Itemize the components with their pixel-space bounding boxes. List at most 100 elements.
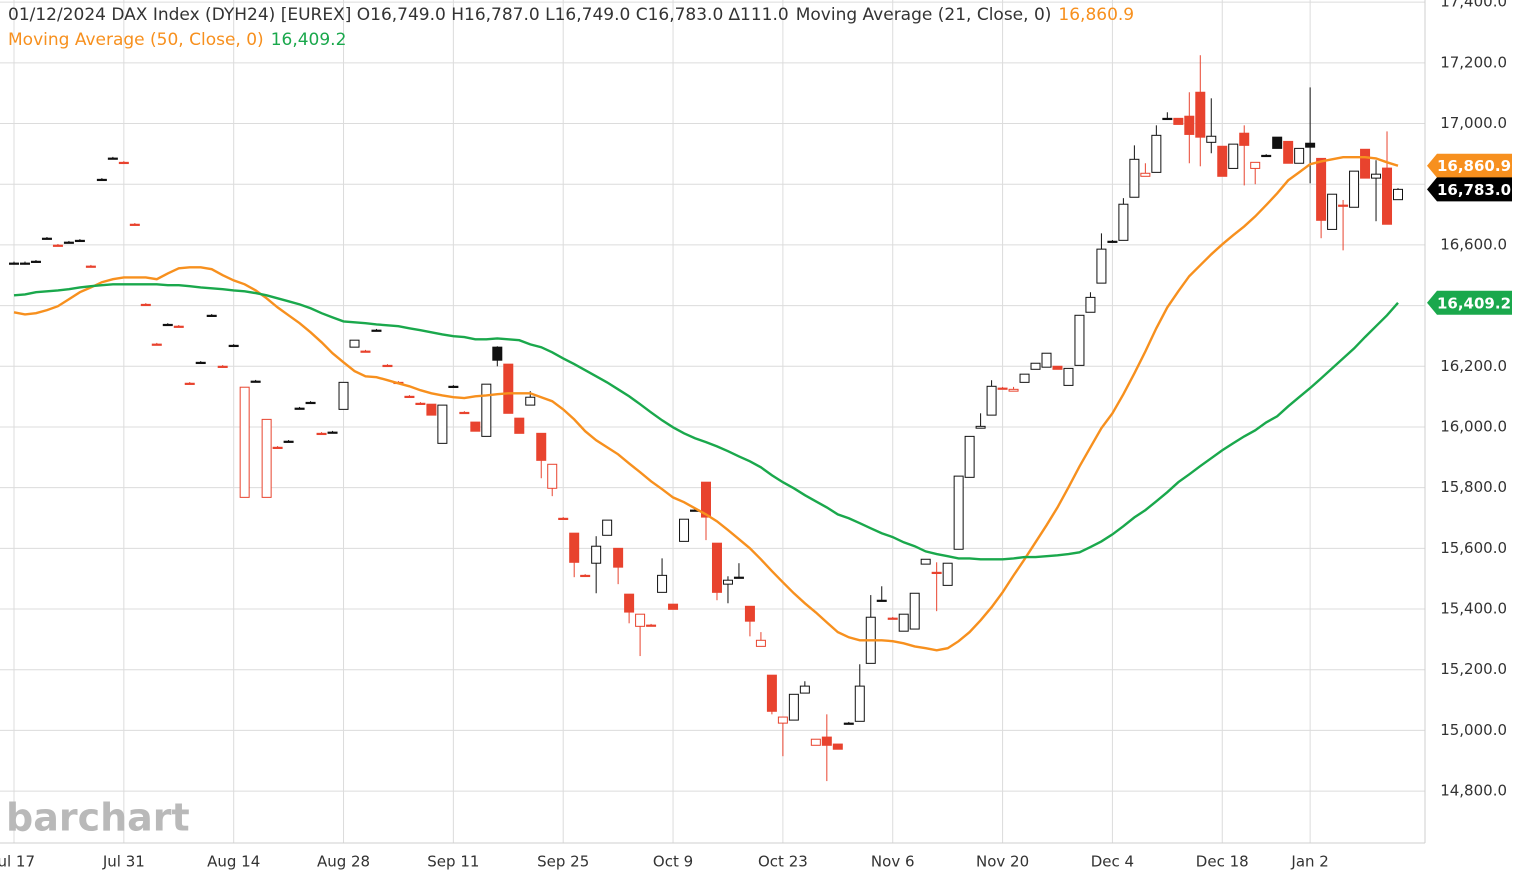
candle-body	[228, 344, 239, 348]
x-tick-label: Sep 11	[427, 853, 479, 871]
candle-body	[1349, 170, 1360, 208]
candle-body	[898, 613, 909, 632]
candle-body	[635, 613, 646, 627]
candle-body	[1327, 193, 1338, 230]
y-tick-label: 15,800.0	[1440, 478, 1507, 496]
candle-body	[1107, 240, 1118, 243]
candle-body	[206, 314, 217, 317]
price-badge-label: 16,409.2	[1437, 294, 1511, 312]
candle-body	[415, 402, 426, 405]
legend-name: Moving Average (50, Close, 0)	[8, 30, 264, 50]
candle-body	[470, 421, 481, 432]
candle-body	[305, 401, 316, 405]
candle-body	[129, 223, 140, 226]
legend-name: Moving Average (21, Close, 0)	[796, 5, 1052, 25]
candle-body	[63, 241, 74, 244]
candle-body	[777, 716, 788, 724]
y-tick-label: 16,600.0	[1440, 235, 1507, 253]
candle-body	[140, 303, 151, 307]
price-badge	[1427, 153, 1512, 178]
candle-body	[437, 404, 448, 444]
price-badge	[1427, 290, 1512, 315]
candle-body	[733, 576, 744, 579]
candle-body	[755, 639, 766, 647]
candle-body	[1316, 157, 1327, 221]
candle-body	[1173, 117, 1184, 125]
candle-body	[646, 624, 657, 627]
header-line: Moving Average (50, Close, 0) 16,409.2	[8, 30, 346, 50]
candle-body	[788, 693, 799, 721]
candle-body	[931, 571, 942, 575]
candle-body	[41, 237, 52, 240]
candle-body	[701, 481, 711, 518]
candle-body	[151, 343, 162, 346]
price-badge-label: 16,783.0	[1437, 181, 1511, 199]
x-tick-label: Jul 17	[0, 853, 35, 871]
candle-body	[1206, 135, 1217, 143]
candle-body	[547, 463, 558, 489]
candle-body	[986, 385, 997, 416]
x-tick-label: Dec 18	[1196, 853, 1249, 871]
candle-body	[1096, 248, 1107, 284]
candle-body	[1338, 204, 1349, 207]
candle-body	[96, 178, 107, 182]
candle-body	[1294, 147, 1305, 164]
y-tick-label: 17,400.0	[1440, 0, 1507, 11]
candle-body	[887, 617, 898, 620]
grid	[0, 0, 1425, 843]
y-tick-label: 15,600.0	[1440, 539, 1507, 557]
candle-body	[294, 407, 305, 410]
candle-body	[722, 579, 733, 585]
candle-body	[195, 361, 206, 365]
candle-body	[283, 440, 294, 443]
candle-body	[250, 380, 261, 383]
candle-body	[1305, 142, 1316, 148]
candle-body	[525, 396, 536, 406]
candle-body	[459, 411, 470, 415]
candle-body	[1074, 314, 1085, 366]
x-tick-label: Aug 28	[317, 853, 370, 871]
candle-body	[1217, 145, 1228, 177]
header-line: 01/12/2024 DAX Index (DYH24) [EUREX] O16…	[8, 5, 1134, 25]
candle-body	[503, 363, 514, 414]
candle-body	[261, 418, 272, 498]
candle-body	[481, 383, 492, 437]
candle-body	[1063, 367, 1074, 386]
candle-body	[239, 386, 250, 498]
candle-body	[327, 431, 338, 434]
x-tick-label: Nov 6	[871, 853, 915, 871]
candle-body	[404, 395, 415, 399]
candle-body	[184, 382, 195, 385]
candle-body	[920, 558, 931, 565]
candle-body	[316, 432, 327, 436]
candle-body	[657, 574, 668, 593]
x-tick-label: Aug 14	[207, 853, 260, 871]
candle-body	[591, 545, 602, 564]
candle-body	[1261, 154, 1272, 158]
candle-body	[1030, 362, 1041, 370]
candle-body	[338, 381, 349, 410]
candle-body	[9, 262, 19, 265]
candle-body	[85, 265, 96, 268]
candle-body	[1360, 148, 1371, 179]
candle-body	[118, 161, 129, 165]
moving-average-line	[13, 283, 1399, 561]
candle-body	[536, 432, 547, 461]
candle-body	[668, 603, 679, 610]
x-tick-label: Oct 9	[653, 853, 693, 871]
candle-body	[679, 518, 690, 542]
candle-body	[1052, 365, 1063, 370]
candle-body	[810, 738, 821, 746]
candle-body	[52, 244, 63, 247]
y-tick-label: 16,000.0	[1440, 417, 1507, 435]
candle-body	[602, 519, 613, 536]
candle-body	[349, 339, 360, 348]
candle-body	[1250, 161, 1261, 169]
plot	[9, 55, 1403, 782]
watermark: barchart	[6, 796, 190, 840]
candle-body	[19, 262, 30, 265]
candle-body	[1283, 140, 1294, 164]
candle-body	[1129, 158, 1140, 198]
candle-body	[360, 350, 371, 353]
candle-body	[74, 239, 85, 243]
